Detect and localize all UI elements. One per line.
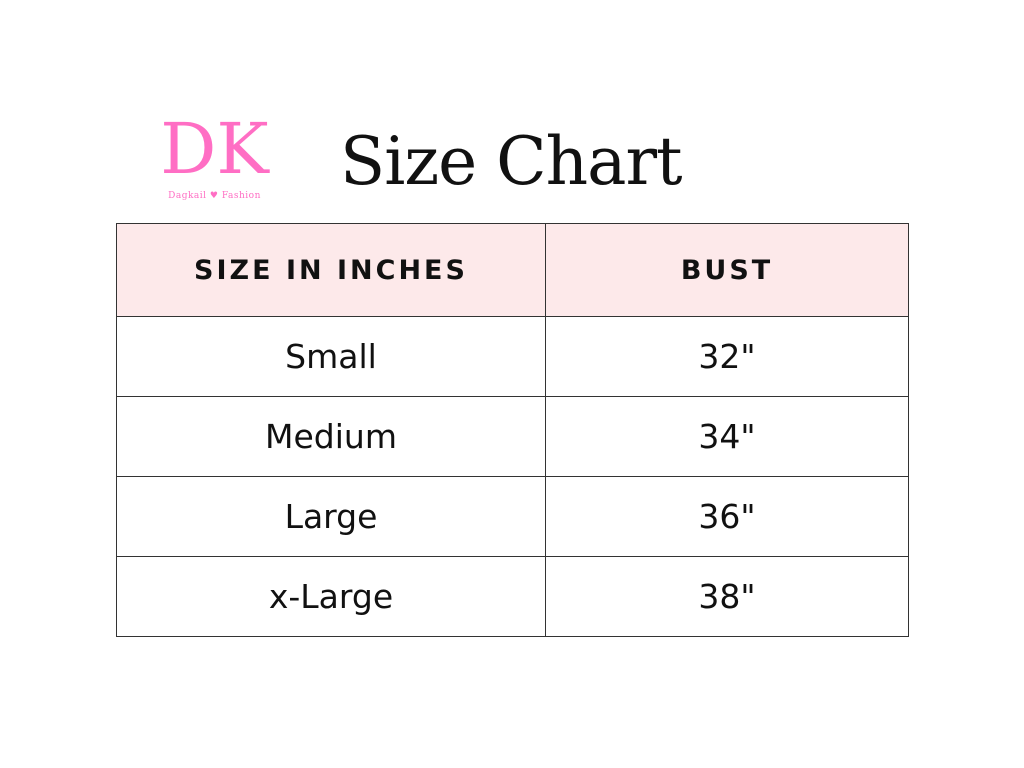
size-table: SIZE IN INCHES BUST Small 32" Medium 34" L… [116, 223, 909, 637]
logo-brand: Dagkail [168, 191, 207, 201]
table-header-row: SIZE IN INCHES BUST [116, 223, 909, 317]
table-row: Small 32" [116, 316, 909, 397]
bust-cell: 36" [545, 476, 909, 557]
bust-cell: 32" [545, 316, 909, 397]
size-cell: x-Large [116, 556, 546, 637]
table-row: x-Large 38" [116, 556, 909, 637]
table-row: Medium 34" [116, 396, 909, 477]
logo-wordmark: Dagkail ♥ Fashion [168, 190, 261, 202]
header-bust: BUST [545, 223, 909, 317]
brand-logo: DK Dagkail ♥ Fashion [152, 112, 277, 202]
heart-icon: ♥ [209, 191, 219, 201]
bust-cell: 38" [545, 556, 909, 637]
size-cell: Large [116, 476, 546, 557]
bust-cell: 34" [545, 396, 909, 477]
page-title: Size Chart [340, 123, 683, 200]
logo-monogram: DK [160, 108, 269, 190]
size-cell: Medium [116, 396, 546, 477]
table-row: Large 36" [116, 476, 909, 557]
header-size: SIZE IN INCHES [116, 223, 546, 317]
size-cell: Small [116, 316, 546, 397]
logo-suffix: Fashion [221, 191, 261, 201]
